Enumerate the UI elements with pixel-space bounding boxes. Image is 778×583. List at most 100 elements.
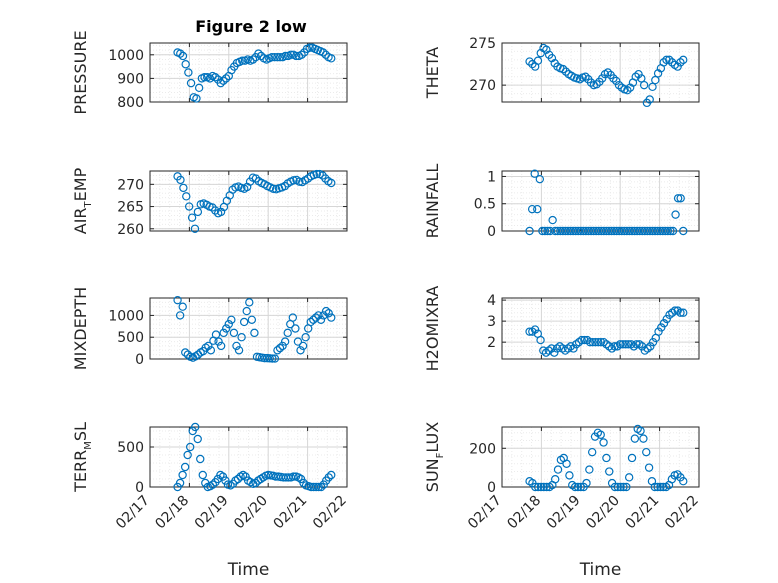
data-point [301,333,310,342]
data-point [245,298,254,307]
y-axis-label-sub: T [83,200,94,208]
data-point [586,78,596,87]
data-point [281,51,290,61]
data-point [214,337,223,346]
data-point [654,327,663,336]
data-point [191,422,200,432]
y-axis-label: RAINFALL [423,164,442,239]
y-axis-label-tail: LUX [423,422,442,453]
y-tick-label: 200 [469,441,496,457]
y-tick-label: 4 [487,293,496,309]
data-point [539,482,549,492]
axes-box [501,42,700,103]
data-point [269,184,278,193]
y-tick-label: 1 [487,169,496,185]
data-point [679,308,688,317]
data-point [211,330,221,339]
data-point [676,308,685,317]
subplot-3: 260 265 270 AIRTEMP [71,167,348,238]
y-tick-label: 265 [117,200,144,216]
data-point [561,67,571,76]
data-point [229,328,239,338]
data-point [327,178,336,188]
data-point [178,470,187,480]
figure-title: Figure 2 low [195,17,307,36]
data-point [540,226,550,236]
data-point [251,174,261,183]
subplot-7: 0 500 02/17 02/18 02/19 02/20 02/21 02/22 Time TE… [71,422,350,580]
data-point [646,342,655,351]
data-point [659,482,668,492]
data-point [622,482,631,492]
y-axis-label-main: SUN [423,458,442,492]
y-axis-label-main: TERR [71,450,90,493]
data-point [198,470,207,480]
x-tick-label: 02/18 [504,493,544,533]
data-point [254,49,263,58]
data-point [316,482,326,492]
y-axis-label-main: RAINFALL [423,164,442,239]
x-tick-label: 02/18 [152,493,192,533]
axes-box [149,426,348,488]
data-point [251,478,260,488]
y-axis-label: THETA [423,47,442,99]
data-point [314,311,323,320]
data-point [280,337,290,346]
x-tick-label: 02/21 [623,493,663,533]
data-point [181,60,190,69]
data-point [273,52,282,62]
y-axis-label-main: AIR [71,207,90,234]
data-point [542,482,551,492]
data-point [550,475,560,484]
data-point [318,48,328,57]
data-point [619,482,628,492]
axes-box [149,42,348,103]
data-point [184,68,193,77]
subplot-6: 2 3 4 H2OMIXRA [423,286,700,372]
data-point [208,480,218,489]
data-point [609,74,618,83]
data-point [525,327,534,336]
subplot-5: 0 500 1000 MIXDEPTH [71,287,348,370]
data-point [673,62,682,71]
data-point [296,346,305,355]
data-point [219,328,228,338]
data-point [193,207,203,217]
data-point [673,470,682,479]
data-point [666,226,675,236]
data-point [297,50,306,60]
y-tick-label: 0.5 [474,197,496,213]
data-point [180,462,190,472]
y-tick-label: 0 [487,224,496,240]
data-point [588,337,597,347]
data-point [179,183,188,193]
y-axis-label-main: THETA [423,47,442,99]
data-point [175,478,185,488]
data-point [289,472,298,481]
y-tick-label: 0 [135,480,144,496]
y-axis-label-tail: EMP [71,167,90,201]
y-axis-label-sub: M [83,441,94,450]
data-point [618,340,628,349]
data-point [233,474,243,484]
y-axis-label: SUNFLUX [423,422,446,492]
y-axis-label-main: H2OMIXRA [423,286,442,372]
data-point [639,434,648,443]
y-axis-label: AIRTEMP [71,167,94,234]
data-point [533,204,542,214]
y-axis-label-sub: F [435,452,446,458]
data-point [573,482,583,492]
data-point [283,328,292,338]
axes-box [149,170,348,232]
data-point [596,337,606,347]
data-point [316,315,326,324]
data-point [239,317,249,327]
subplot-2: 270 275 THETA [423,36,700,108]
data-point [581,72,590,81]
axes-box [149,297,348,360]
x-tick-label: 02/20 [231,493,271,533]
data-point [227,315,236,324]
data-point [250,328,259,338]
y-tick-label: 1000 [108,308,144,324]
data-point [321,174,330,183]
